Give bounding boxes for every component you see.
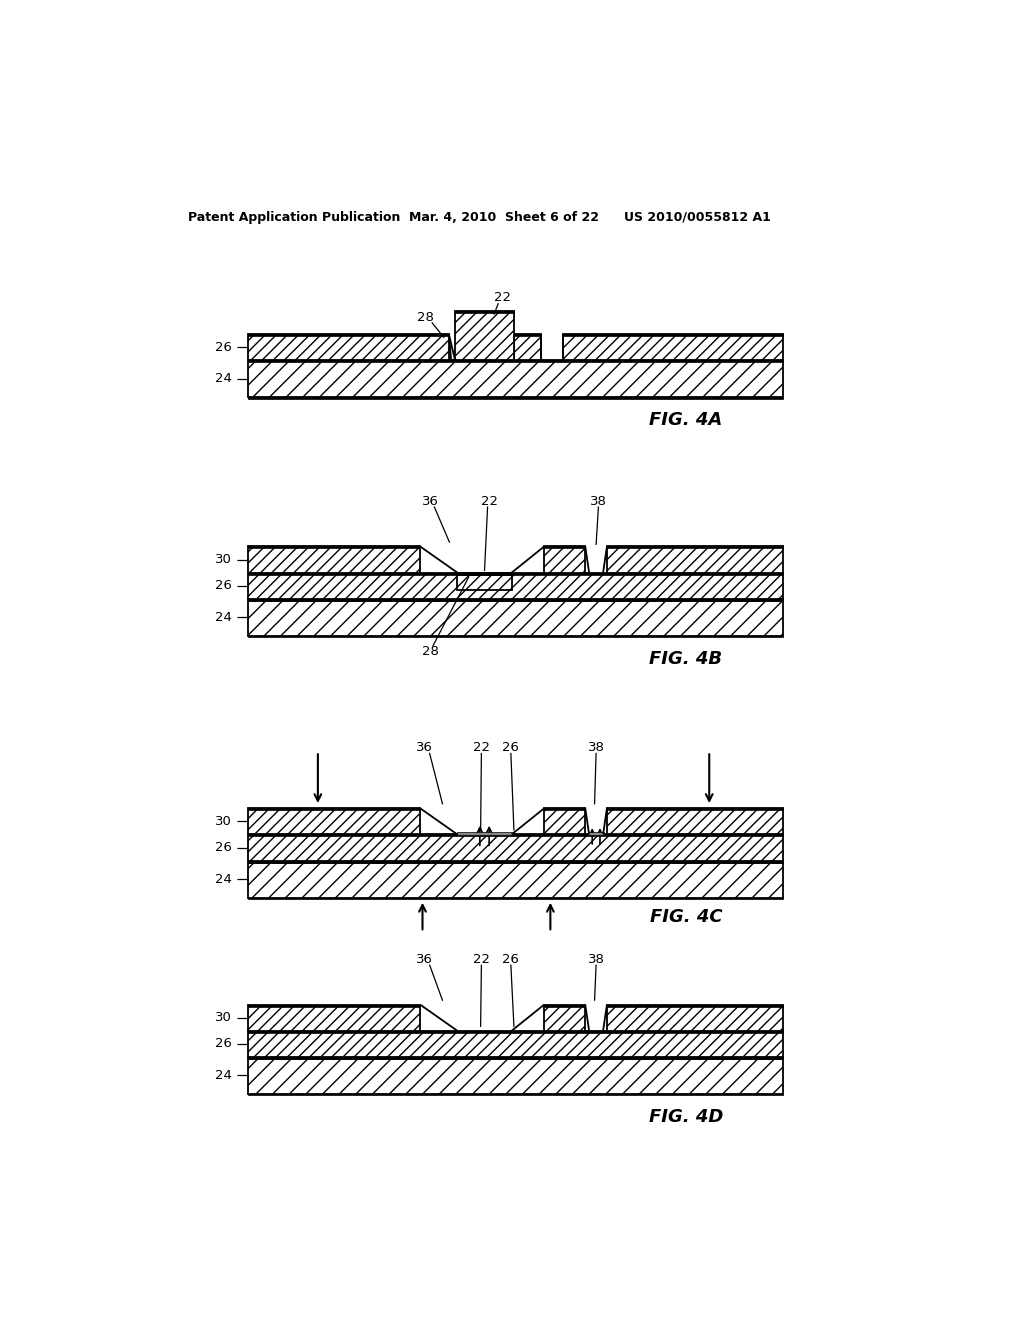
- Text: 22: 22: [494, 290, 511, 304]
- Bar: [248, 1005, 420, 1031]
- Bar: [544, 1005, 586, 1031]
- Bar: [248, 546, 420, 548]
- Text: 36: 36: [417, 953, 433, 966]
- Bar: [544, 546, 586, 573]
- Bar: [248, 573, 783, 599]
- Text: 36: 36: [417, 741, 433, 754]
- Bar: [248, 808, 420, 834]
- Bar: [248, 1031, 783, 1057]
- Bar: [248, 834, 783, 837]
- Text: 26: 26: [215, 1038, 231, 1051]
- Text: 28: 28: [422, 644, 438, 657]
- Text: 28: 28: [417, 312, 434, 325]
- Bar: [248, 360, 783, 397]
- Text: 30: 30: [215, 1011, 231, 1024]
- Bar: [607, 546, 783, 573]
- Bar: [248, 1057, 783, 1059]
- Bar: [248, 861, 783, 898]
- Bar: [514, 334, 541, 335]
- Bar: [458, 832, 512, 836]
- Bar: [607, 1005, 783, 1007]
- Bar: [607, 546, 783, 548]
- Bar: [544, 808, 586, 810]
- Text: 24: 24: [215, 873, 231, 886]
- Text: FIG. 4D: FIG. 4D: [649, 1107, 723, 1126]
- Bar: [458, 573, 512, 574]
- Bar: [248, 1005, 420, 1007]
- Bar: [248, 636, 783, 638]
- Text: 26: 26: [503, 741, 519, 754]
- Bar: [607, 1005, 783, 1031]
- Text: 26: 26: [215, 579, 231, 593]
- Bar: [248, 898, 783, 899]
- Text: 22: 22: [473, 741, 489, 754]
- Bar: [607, 808, 783, 810]
- Bar: [248, 834, 783, 861]
- Bar: [248, 861, 783, 862]
- Bar: [248, 1031, 783, 1032]
- Bar: [248, 1057, 783, 1059]
- Bar: [248, 861, 783, 862]
- Text: 36: 36: [422, 495, 438, 508]
- Text: 38: 38: [590, 495, 607, 508]
- Text: 26: 26: [215, 341, 231, 354]
- Text: 22: 22: [473, 953, 489, 966]
- Bar: [248, 573, 783, 574]
- Bar: [248, 599, 783, 601]
- Bar: [248, 397, 783, 399]
- Text: Mar. 4, 2010  Sheet 6 of 22: Mar. 4, 2010 Sheet 6 of 22: [410, 211, 599, 224]
- Text: FIG. 4A: FIG. 4A: [649, 412, 723, 429]
- Text: 22: 22: [481, 495, 499, 508]
- Bar: [248, 808, 420, 810]
- Bar: [544, 1005, 586, 1007]
- Bar: [248, 546, 420, 573]
- Text: US 2010/0055812 A1: US 2010/0055812 A1: [624, 211, 771, 224]
- Bar: [544, 546, 586, 548]
- Text: Patent Application Publication: Patent Application Publication: [188, 211, 400, 224]
- Bar: [248, 599, 783, 636]
- Text: FIG. 4C: FIG. 4C: [649, 908, 722, 925]
- Text: 24: 24: [215, 1069, 231, 1082]
- Text: 24: 24: [215, 611, 231, 624]
- Text: 30: 30: [215, 553, 231, 566]
- Text: 26: 26: [503, 953, 519, 966]
- Bar: [248, 360, 783, 362]
- Text: 38: 38: [588, 741, 604, 754]
- Bar: [514, 334, 541, 360]
- Bar: [455, 312, 514, 313]
- Text: 26: 26: [215, 841, 231, 854]
- Text: 38: 38: [588, 953, 604, 966]
- Bar: [248, 599, 783, 601]
- Bar: [607, 808, 783, 834]
- Bar: [563, 334, 783, 360]
- Bar: [458, 573, 512, 590]
- Bar: [248, 1094, 783, 1096]
- Bar: [455, 312, 514, 360]
- Bar: [248, 334, 449, 335]
- Bar: [589, 832, 604, 836]
- Bar: [544, 808, 586, 834]
- Text: 24: 24: [215, 372, 231, 385]
- Text: FIG. 4B: FIG. 4B: [649, 649, 723, 668]
- Bar: [563, 334, 783, 335]
- Bar: [248, 1057, 783, 1094]
- Text: 30: 30: [215, 814, 231, 828]
- Bar: [248, 334, 449, 360]
